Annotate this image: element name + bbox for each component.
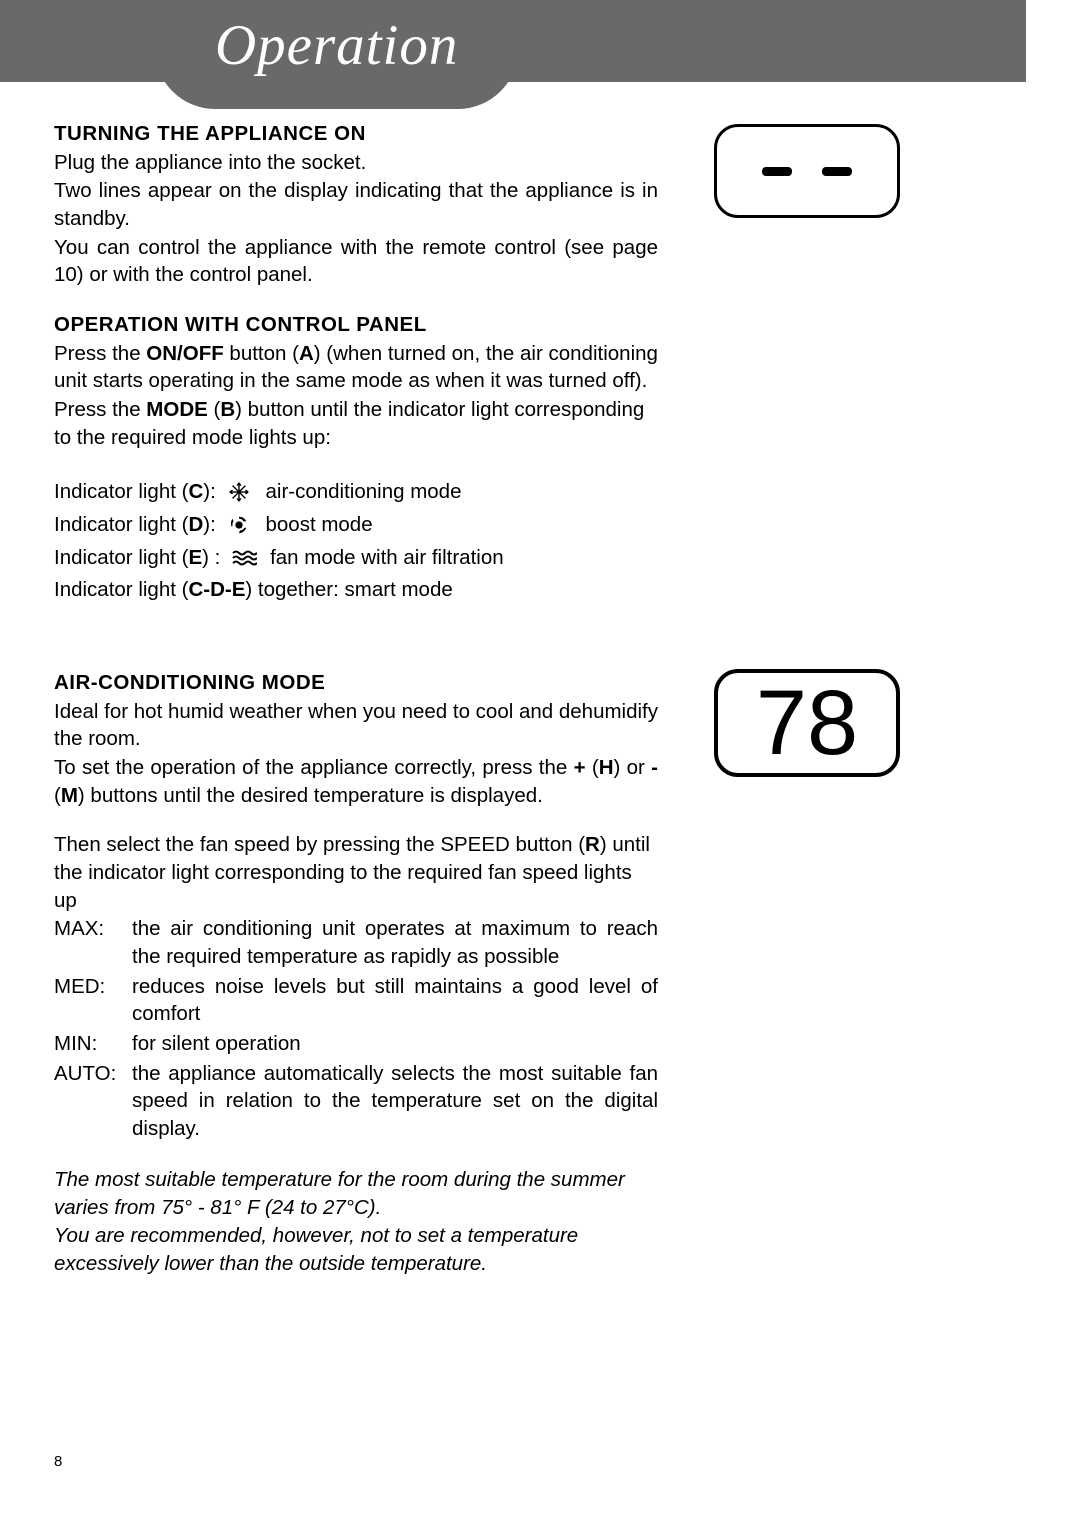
temperature-display-figure: 78 [714,669,900,777]
indicator-e-line: Indicator light (E) : fan mode with air … [54,544,1026,572]
body-text: Ideal for hot humid weather when you nee… [54,698,658,753]
chapter-header: Operation [0,0,1026,82]
section-heading-ac-mode: AIR-CONDITIONING MODE [54,669,658,697]
chapter-title: Operation [215,8,458,85]
section-heading-control-panel: OPERATION WITH CONTROL PANEL [54,311,1026,339]
speed-row-min: MIN: for silent operation [54,1030,658,1058]
note-text: You are recommended, however, not to set… [54,1222,658,1277]
display-dash-icon [822,167,852,176]
temperature-value: 78 [756,677,858,769]
speed-row-auto: AUTO: the appliance automatically select… [54,1060,658,1143]
speed-row-max: MAX: the air conditioning unit operates … [54,915,658,970]
snowflake-icon [221,481,257,503]
section-heading-turning-on: TURNING THE APPLIANCE ON [54,120,658,148]
display-dash-icon [762,167,792,176]
body-text: To set the operation of the appliance co… [54,754,658,809]
body-text: Press the ON/OFF button (A) (when turned… [54,340,658,395]
indicator-c-line: Indicator light (C): air-conditioning mo… [54,478,1026,506]
note-text: The most suitable temperature for the ro… [54,1166,658,1221]
body-text: Then select the fan speed by pressing th… [54,831,658,914]
body-text: Press the MODE (B) button until the indi… [54,396,658,451]
boost-icon [221,514,257,536]
speed-row-med: MED: reduces noise levels but still main… [54,973,658,1028]
chapter-tab: Operation [155,0,518,109]
standby-display-figure [714,124,900,218]
body-text: Two lines appear on the display indicati… [54,177,658,232]
body-text: You can control the appliance with the r… [54,234,658,289]
page-number: 8 [54,1452,62,1472]
body-text: Plug the appliance into the socket. [54,149,658,177]
fan-filter-icon [226,550,262,566]
indicator-cde-line: Indicator light (C-D-E) together: smart … [54,576,1026,604]
indicator-d-line: Indicator light (D): boost mode [54,511,1026,539]
